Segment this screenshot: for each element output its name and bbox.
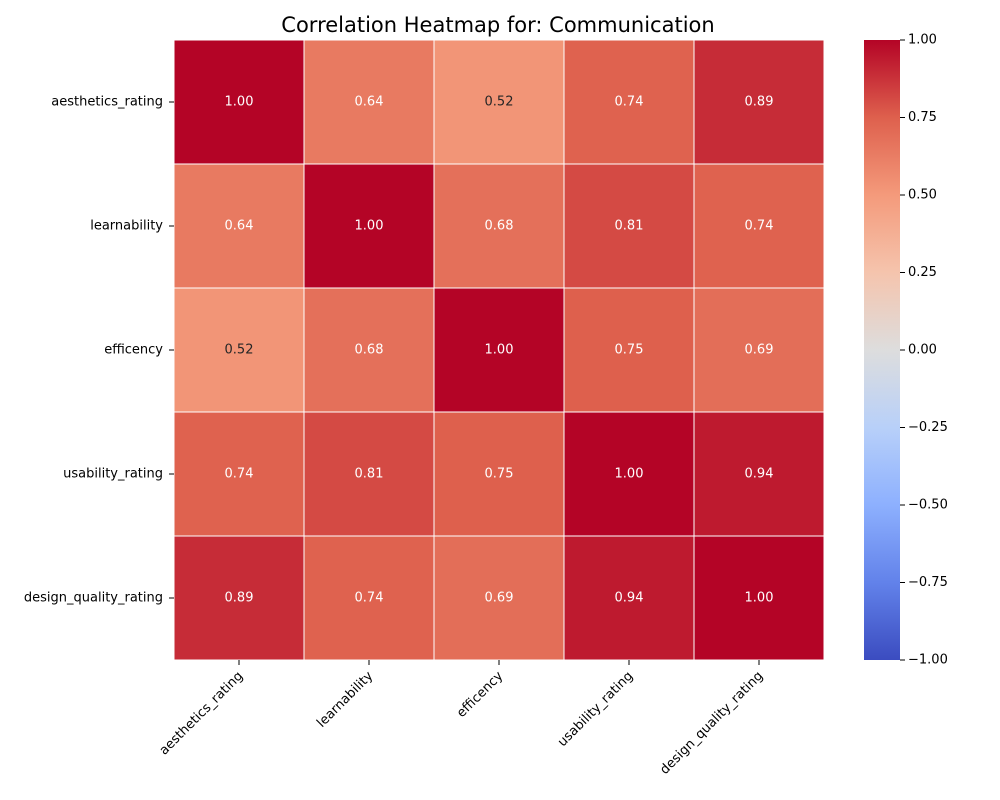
heatmap-cell	[693, 535, 825, 661]
y-axis: aesthetics_rating learnability efficency us…	[24, 95, 174, 606]
heatmap-cells	[173, 39, 825, 661]
heatmap-cell-value: 0.75	[485, 467, 514, 482]
heatmap-cell-value: 0.64	[225, 219, 254, 234]
heatmap-cell	[303, 287, 435, 413]
heatmap-cell	[433, 411, 565, 537]
colorbar-tick-label: −0.50	[908, 498, 948, 513]
heatmap-cell-value: 0.89	[225, 591, 254, 606]
heatmap-cell	[693, 411, 825, 537]
heatmap-cell-value: 1.00	[745, 591, 774, 606]
heatmap-cell	[173, 163, 305, 289]
heatmap-cell-value: 0.68	[485, 219, 514, 234]
x-tick-label: design_quality_rating	[657, 669, 766, 778]
heatmap-cell-value: 0.75	[615, 343, 644, 358]
chart-title: Correlation Heatmap for: Communication	[281, 13, 714, 37]
heatmap-cell-value: 0.68	[355, 343, 384, 358]
heatmap-cell	[303, 39, 435, 165]
heatmap-cell	[563, 39, 695, 165]
y-tick-label: efficency	[104, 343, 163, 358]
x-tick-label: usability_rating	[555, 669, 636, 750]
x-axis: aesthetics_rating learnability efficency us…	[157, 660, 766, 778]
colorbar-tick-label: −0.25	[908, 420, 948, 435]
heatmap-cell-value: 1.00	[615, 467, 644, 482]
heatmap-cell-value: 0.52	[485, 95, 514, 110]
heatmap-cell-value: 0.74	[355, 591, 384, 606]
heatmap-cell-value: 0.69	[485, 591, 514, 606]
colorbar-tick-label: 0.75	[908, 110, 937, 125]
heatmap-cell	[303, 535, 435, 661]
heatmap-cell	[173, 535, 305, 661]
y-tick-label: aesthetics_rating	[51, 95, 163, 110]
heatmap-cell-value: 0.94	[745, 467, 774, 482]
y-tick-label: usability_rating	[63, 467, 163, 482]
heatmap-cell-value: 0.74	[615, 95, 644, 110]
heatmap-cell	[693, 39, 825, 165]
heatmap-cell-value: 1.00	[225, 95, 254, 110]
heatmap-cell	[433, 39, 565, 165]
colorbar-tick-label: 1.00	[908, 33, 937, 48]
heatmap-cell-value: 0.81	[615, 219, 644, 234]
heatmap-cell-value: 1.00	[355, 219, 384, 234]
heatmap-cell-value: 0.69	[745, 343, 774, 358]
heatmap-cell	[693, 163, 825, 289]
y-tick-label: design_quality_rating	[24, 591, 163, 606]
colorbar-tick-label: −1.00	[908, 653, 948, 668]
heatmap-cell	[563, 287, 695, 413]
heatmap-cell-value: 0.81	[355, 467, 384, 482]
heatmap-cell-value: 0.52	[225, 343, 254, 358]
heatmap-cell	[693, 287, 825, 413]
heatmap-cell-value: 1.00	[485, 343, 514, 358]
heatmap-cell	[433, 535, 565, 661]
x-tick-label: efficency	[454, 668, 506, 720]
colorbar-gradient	[864, 40, 900, 660]
colorbar-tick-label: 0.00	[908, 343, 937, 358]
x-tick-label: learnability	[314, 668, 376, 730]
colorbar-tick-label: 0.25	[908, 265, 937, 280]
heatmap-cell	[303, 411, 435, 537]
heatmap-cell	[433, 287, 565, 413]
heatmap-cell-value: 0.64	[355, 95, 384, 110]
heatmap-cell-value: 0.74	[225, 467, 254, 482]
heatmap-cell	[433, 163, 565, 289]
heatmap-cell-labels: 1.00 0.64 0.52 0.74 0.89 0.64 1.00 0.68 0.81 0.74…	[225, 95, 774, 606]
heatmap-cell-value: 0.74	[745, 219, 774, 234]
y-tick-label: learnability	[90, 219, 163, 234]
colorbar-tick-label: −0.75	[908, 575, 948, 590]
heatmap-cell-value: 0.94	[615, 591, 644, 606]
heatmap-cell	[173, 39, 305, 165]
x-tick-label: aesthetics_rating	[157, 669, 247, 759]
colorbar-tick-label: 0.50	[908, 188, 937, 203]
heatmap-cell	[563, 411, 695, 537]
heatmap-cell-value: 0.89	[745, 95, 774, 110]
colorbar: 1.00 0.75 0.50 0.25 0.00 −0.25 −0.50 −0.75 −1.00	[864, 33, 948, 668]
